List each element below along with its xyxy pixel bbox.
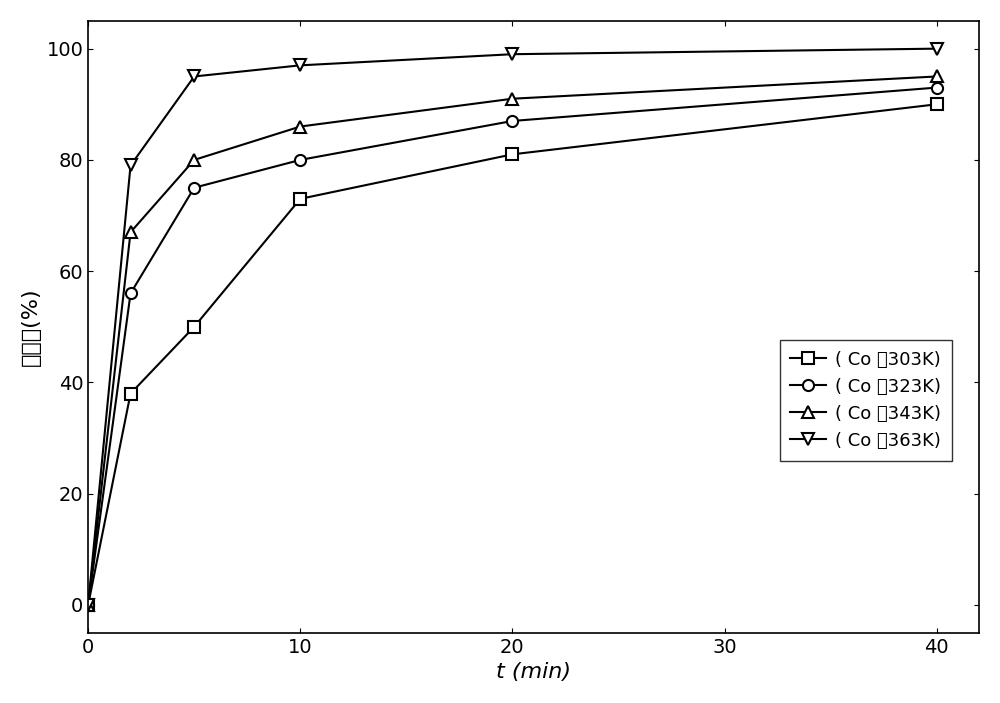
( Co 在303K) [294,195,306,203]
( Co 在343K) [188,155,200,164]
X-axis label: t (min): t (min) [496,662,571,682]
Y-axis label: 浸取率(%): 浸取率(%) [21,288,41,366]
( Co 在343K) [82,601,94,610]
Line: ( Co 在343K): ( Co 在343K) [83,71,942,610]
( Co 在363K) [931,44,943,53]
( Co 在363K) [188,72,200,81]
( Co 在303K) [931,100,943,108]
( Co 在323K) [188,183,200,192]
( Co 在303K) [125,389,137,398]
Legend: ( Co 在303K), ( Co 在323K), ( Co 在343K), ( Co 在363K): ( Co 在303K), ( Co 在323K), ( Co 在343K), (… [780,340,952,460]
( Co 在323K) [506,117,518,125]
( Co 在303K) [82,601,94,610]
Line: ( Co 在363K): ( Co 在363K) [83,43,942,610]
( Co 在343K) [125,228,137,236]
Line: ( Co 在303K): ( Co 在303K) [83,98,942,610]
( Co 在323K) [294,155,306,164]
( Co 在303K) [188,323,200,331]
( Co 在363K) [294,61,306,70]
( Co 在343K) [931,72,943,81]
( Co 在323K) [82,601,94,610]
Line: ( Co 在323K): ( Co 在323K) [83,82,942,610]
( Co 在343K) [294,122,306,131]
( Co 在363K) [506,50,518,58]
( Co 在343K) [506,94,518,103]
( Co 在303K) [506,150,518,159]
( Co 在363K) [125,161,137,169]
( Co 在323K) [931,84,943,92]
( Co 在363K) [82,601,94,610]
( Co 在323K) [125,289,137,297]
